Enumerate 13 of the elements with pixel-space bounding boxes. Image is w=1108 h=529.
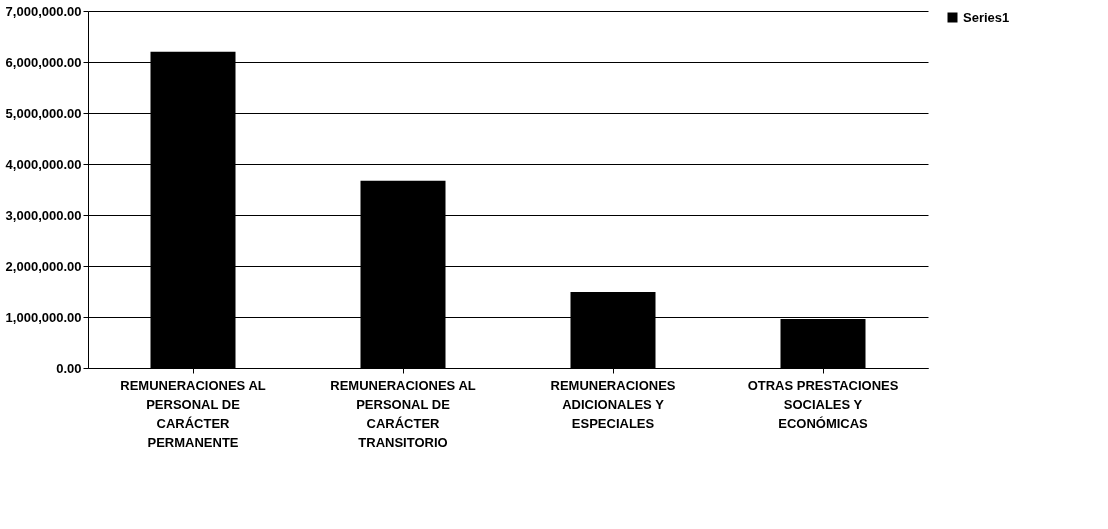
- y-tick-label: 1,000,000.00: [5, 309, 82, 325]
- legend-label: Series1: [963, 9, 1010, 25]
- y-tick-label: 4,000,000.00: [5, 156, 82, 172]
- x-tick-label: REMUNERACIONES ADICIONALES Y ESPECIALES: [550, 377, 676, 431]
- x-tick-label: REMUNERACIONES AL PERSONAL DE CARÁCTER TRANSITORIO: [330, 377, 476, 450]
- y-tick-label: 0.00: [56, 360, 82, 376]
- y-tick-label: 6,000,000.00: [5, 54, 82, 70]
- y-tick-label: 7,000,000.00: [5, 3, 82, 19]
- x-tick-label: OTRAS PRESTACIONES SOCIALES Y ECONÓMICAS: [747, 377, 899, 431]
- x-tick-label: REMUNERACIONES AL PERSONAL DE CARÁCTER PERMANENTE: [120, 377, 266, 450]
- y-tick-label: 5,000,000.00: [5, 105, 82, 121]
- y-tick-label: 3,000,000.00: [5, 207, 82, 223]
- y-tick-label: 2,000,000.00: [5, 258, 82, 274]
